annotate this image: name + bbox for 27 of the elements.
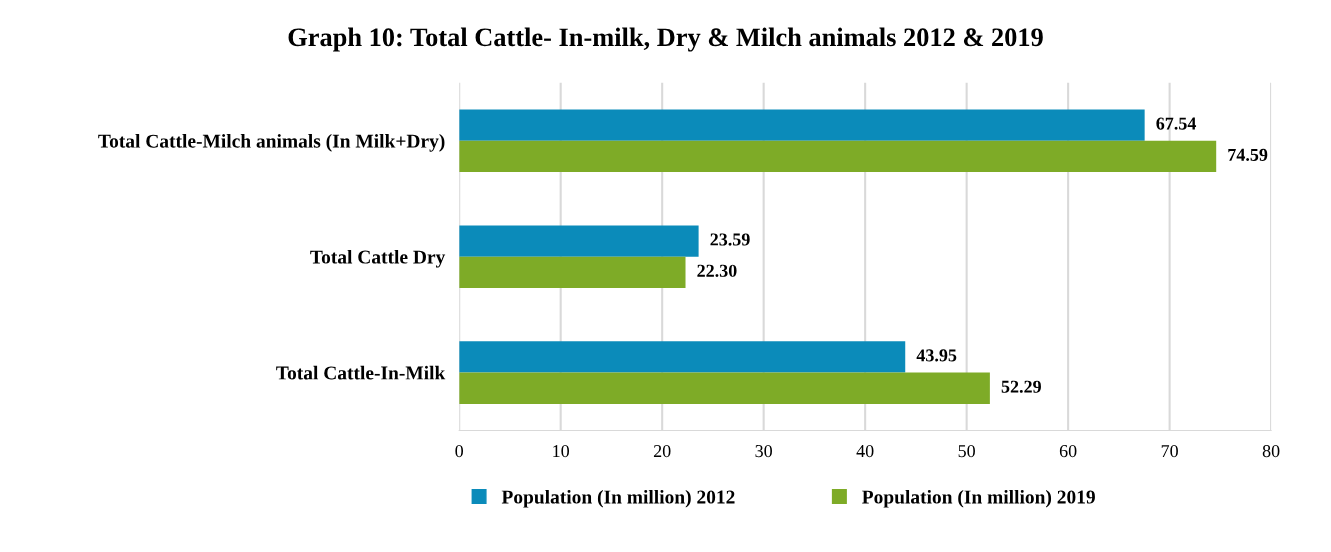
data-label: 43.95: [916, 349, 957, 362]
chart-title: Graph 10: Total Cattle- In-milk, Dry & Milch animals 2012 & 2019: [288, 27, 1043, 52]
data-label: 67.54: [1156, 117, 1197, 130]
x-tick-label: 40: [856, 444, 874, 458]
legend-label: Population (In million) 2012: [501, 489, 735, 508]
y-tick-label: Total Cattle-Milch animals (In Milk+Dry): [98, 134, 445, 152]
x-tick-label: 10: [553, 444, 570, 458]
y-tick-label: Total Cattle Dry: [310, 249, 446, 268]
bar: [459, 256, 686, 288]
data-label: 74.59: [1228, 148, 1268, 162]
y-tick-label: Total Cattle-In-Milk: [276, 365, 446, 380]
data-label: 52.29: [1001, 380, 1041, 393]
bar: [459, 140, 1217, 173]
bar: [459, 109, 1145, 141]
x-tick-label: 60: [1059, 444, 1077, 458]
x-tick-label: 50: [958, 444, 975, 458]
legend-label: Population (In million) 2019: [862, 489, 1095, 508]
x-tick-label: 30: [755, 444, 772, 458]
bar: [459, 372, 990, 404]
x-tick-label: 80: [1262, 444, 1280, 458]
bar: [459, 341, 906, 373]
x-tick-label: 70: [1161, 444, 1178, 458]
bar: [459, 225, 699, 257]
x-tick-label: 20: [653, 444, 671, 458]
data-label: 23.59: [710, 233, 750, 246]
data-label: 22.30: [697, 264, 737, 277]
x-tick-label: 0: [455, 444, 464, 458]
